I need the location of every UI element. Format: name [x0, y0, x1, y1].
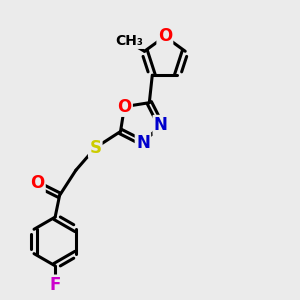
- Text: O: O: [117, 98, 132, 116]
- Text: N: N: [154, 116, 168, 134]
- Text: CH₃: CH₃: [115, 34, 143, 48]
- Text: F: F: [50, 276, 61, 294]
- Text: N: N: [136, 134, 150, 152]
- Text: O: O: [158, 28, 172, 46]
- Text: S: S: [89, 139, 101, 157]
- Text: O: O: [30, 175, 44, 193]
